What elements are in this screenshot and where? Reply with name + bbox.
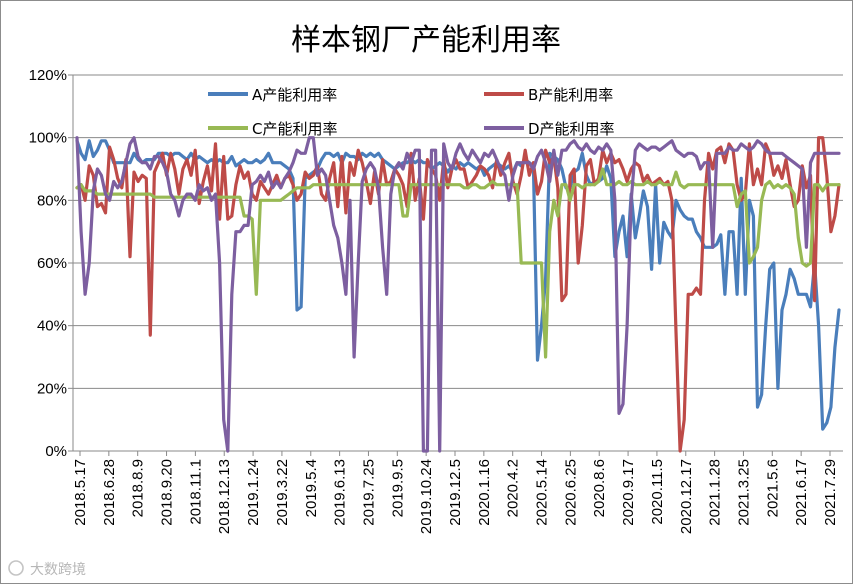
series-line [75, 167, 841, 359]
x-tick-label: 2019.12.5 [447, 459, 464, 526]
x-tick-label: 2018.12.13 [216, 459, 233, 534]
series-line [75, 136, 841, 453]
watermark-logo-icon [8, 560, 24, 576]
x-tick-label: 2019.7.25 [360, 459, 377, 526]
x-tick-label: 2020.5.14 [534, 459, 551, 526]
x-tick-label: 2020.12.17 [678, 459, 695, 534]
y-tick-label: 0% [45, 443, 67, 460]
series-line [75, 136, 841, 453]
x-tick-label: 2019.9.5 [389, 459, 406, 517]
x-tick-label: 2021.1.28 [707, 459, 724, 526]
watermark-text: 大数跨境 [30, 562, 86, 578]
x-tick-label: 2021.3.25 [735, 459, 752, 526]
watermark: 大数跨境 [8, 560, 86, 578]
x-tick-label: 2020.9.17 [620, 459, 637, 526]
x-tick-label: 2021.7.29 [822, 459, 839, 526]
series-lines [75, 136, 841, 453]
x-tick-label: 2020.8.6 [591, 459, 608, 517]
legend: A产能利用率 B产能利用率 C产能利用率 D产能利用率 [208, 86, 615, 138]
y-tick-label: 100% [29, 130, 67, 147]
chart-title: 样本钢厂产能利用率 [291, 23, 561, 58]
x-tick-label: 2018.5.17 [72, 459, 89, 526]
x-tick-label: 2018.8.9 [130, 459, 147, 517]
x-tick-label: 2020.1.16 [476, 459, 493, 526]
legend-label: C产能利用率 [252, 120, 337, 138]
x-tick-label: 2021.6.17 [793, 459, 810, 526]
x-tick-label: 2018.6.28 [101, 459, 118, 526]
x-tick-label: 2019.3.22 [274, 459, 291, 526]
x-tick-label: 2020.4.2 [505, 459, 522, 517]
y-tick-label: 40% [37, 318, 67, 335]
legend-label: D产能利用率 [528, 120, 615, 138]
y-axis: 0% 20% 40% 60% 80% 100% 120% [29, 67, 74, 460]
legend-label: B产能利用率 [528, 86, 613, 104]
x-tick-label: 2018.9.20 [159, 459, 176, 526]
x-tick-label: 2020.11.5 [649, 459, 666, 525]
y-tick-label: 120% [29, 67, 67, 84]
y-tick-label: 20% [37, 380, 67, 397]
x-tick-label: 2019.5.4 [303, 459, 320, 517]
x-axis: 2018.5.17 2018.6.28 2018.8.9 2018.9.20 2018.… [72, 450, 843, 534]
legend-label: A产能利用率 [252, 86, 337, 104]
x-tick-label: 2018.11.1 [187, 459, 204, 525]
x-tick-label: 2019.1.24 [245, 459, 262, 526]
x-tick-label: 2019.10.24 [418, 459, 435, 534]
y-tick-label: 80% [37, 192, 67, 209]
x-tick-label: 2021.5.6 [764, 459, 781, 517]
y-tick-label: 60% [37, 255, 67, 272]
x-tick-label: 2020.6.25 [562, 459, 579, 526]
x-tick-label: 2019.6.13 [332, 459, 349, 526]
